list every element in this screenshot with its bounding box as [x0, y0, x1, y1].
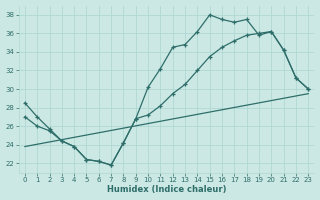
X-axis label: Humidex (Indice chaleur): Humidex (Indice chaleur) — [107, 185, 226, 194]
